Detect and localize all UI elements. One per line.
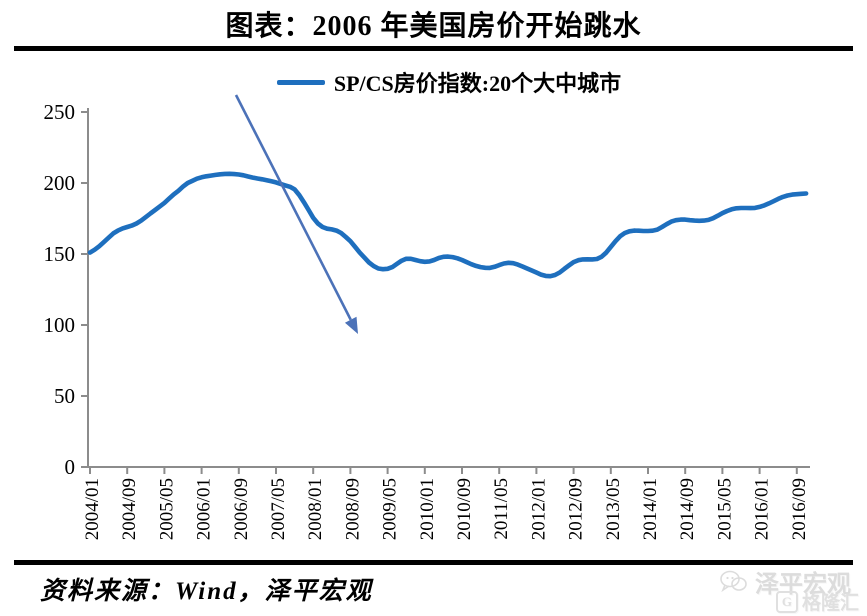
gelonghui-watermark: G 格隆汇	[775, 588, 859, 615]
x-tick-label: 2004/09	[119, 478, 140, 540]
legend-line-swatch-icon	[276, 79, 325, 85]
legend: SP/CS房价指数:20个大中城市	[88, 66, 810, 98]
x-tick-label: 2005/05	[156, 478, 177, 540]
source-note: 资料来源：Wind，泽平宏观	[40, 578, 373, 605]
x-tick-label: 2006/09	[231, 478, 252, 540]
legend-label: SP/CS房价指数:20个大中城市	[333, 71, 622, 96]
wechat-watermark-text: 泽平宏观	[755, 572, 851, 598]
x-tick-label: 2004/01	[82, 478, 103, 540]
x-tick-label: 2012/09	[566, 478, 587, 540]
x-tick-label: 2010/09	[454, 478, 475, 540]
y-tick-label: 150	[44, 242, 76, 266]
x-tick-label: 2016/01	[752, 478, 773, 540]
y-tick-label: 100	[44, 313, 76, 337]
x-tick-label: 2015/05	[714, 478, 735, 540]
x-tick-label: 2014/01	[640, 478, 661, 540]
y-tick-label: 200	[44, 171, 76, 195]
gelonghui-watermark-text: 格隆汇	[801, 593, 859, 614]
wechat-icon	[720, 570, 747, 592]
x-tick-label: 2007/05	[268, 478, 289, 540]
x-tick-label: 2009/05	[380, 478, 401, 540]
x-tick-label: 2013/05	[603, 478, 624, 540]
price-index-line	[87, 171, 809, 279]
x-tick-label: 2012/01	[528, 478, 549, 540]
crash-arrow-head-icon	[344, 316, 358, 334]
wechat-watermark: 泽平宏观	[720, 564, 851, 599]
x-tick-label: 2011/05	[491, 478, 512, 540]
x-tick-label: 2008/01	[305, 478, 326, 540]
x-tick-label: 2006/01	[194, 478, 215, 540]
x-tick-label: 2016/09	[789, 478, 810, 540]
gelonghui-logo-icon: G	[775, 590, 798, 613]
top-divider	[14, 46, 853, 51]
crash-arrow-shaft	[234, 94, 352, 321]
x-tick-label: 2010/01	[417, 478, 438, 540]
y-tick-label: 250	[44, 100, 76, 124]
x-tick-label: 2014/09	[677, 478, 698, 540]
chart-title: 图表：2006 年美国房价开始跳水	[225, 11, 642, 42]
y-tick-label: 50	[54, 384, 75, 408]
y-tick-label: 0	[65, 455, 76, 479]
x-tick-label: 2008/09	[342, 478, 363, 540]
bottom-divider	[14, 560, 853, 565]
